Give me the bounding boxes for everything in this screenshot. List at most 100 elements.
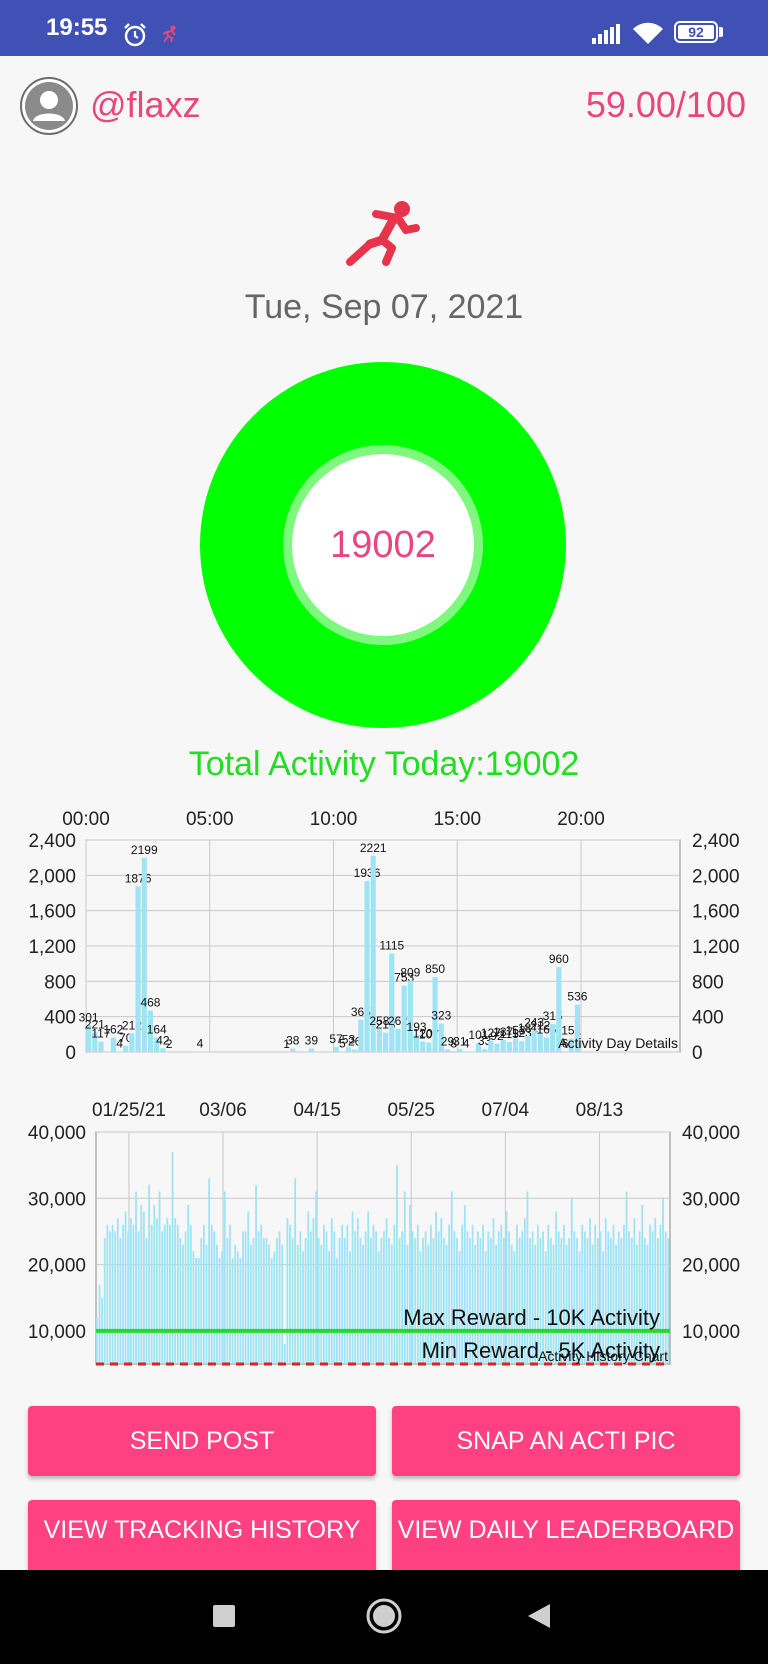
home-circle-icon[interactable] [364,1596,404,1641]
send-post-button[interactable]: SEND POST [28,1406,376,1476]
history-chart-bar [503,1238,505,1364]
history-chart-bar [654,1218,657,1364]
day-chart-bar [345,1047,352,1052]
day-chart-y-tick-left: 800 [44,972,76,993]
day-chart-data-label: 120 [413,1026,433,1040]
day-chart-data-label: 53 [342,1032,356,1046]
history-chart-bar [429,1224,432,1364]
day-chart-data-label: 809 [400,966,420,980]
day-chart-data-label: 70 [119,1031,133,1045]
history-chart-bar [578,1251,581,1364]
history-chart-bar [633,1218,636,1364]
history-chart-bar [656,1238,659,1364]
navigation-bar [0,1570,768,1664]
day-chart-bar [376,1029,382,1052]
user-avatar-icon[interactable] [20,77,78,135]
history-chart-bar [257,1231,260,1364]
day-chart-y-tick-right: 1,200 [692,937,740,958]
history-chart-bar [299,1231,302,1364]
day-chart-data-label: 127 [481,1026,501,1040]
history-chart-bar [179,1238,182,1364]
history-chart-bar [268,1244,271,1364]
history-chart-bar [607,1231,610,1364]
view-tracking-history-button[interactable]: VIEW TRACKING HISTORY [28,1500,376,1580]
recents-square-icon[interactable] [212,1604,236,1633]
day-chart-data-label: 137 [493,1025,513,1039]
history-chart-bar [296,1244,299,1364]
history-chart-bar [450,1191,453,1364]
view-daily-leaderboard-button[interactable]: VIEW DAILY LEADERBOARD [392,1500,740,1580]
day-chart-data-label: 468 [140,996,160,1010]
day-chart-data-label: 4 [463,1037,470,1051]
history-chart-bar [623,1224,625,1364]
history-chart-bar [664,1231,667,1364]
history-chart-x-tick: 01/25/21 [92,1100,166,1121]
history-chart-bar [367,1211,370,1364]
back-triangle-icon[interactable] [526,1602,552,1635]
history-chart-bar [497,1231,500,1364]
history-chart-bar [200,1238,203,1364]
history-chart-bar [583,1231,586,1364]
day-chart-bar [395,1028,401,1052]
history-chart-bar [516,1224,518,1364]
history-chart-bar [265,1238,268,1364]
day-chart-x-tick: 15:00 [433,809,481,830]
history-chart-bar [487,1231,490,1364]
history-chart-y-tick-right: 10,000 [682,1322,740,1343]
history-chart-bar [325,1231,328,1364]
history-chart-bar [453,1231,456,1364]
history-chart-bar [482,1224,484,1364]
username[interactable]: @flaxz [90,84,201,125]
history-chart-bar [534,1244,537,1364]
history-chart-bar [114,1231,117,1364]
history-chart-bar [484,1251,487,1364]
history-chart-bar [443,1238,445,1364]
day-chart-data-label: 8 [450,1036,457,1050]
history-chart-bar [469,1238,471,1364]
history-chart-bar [372,1224,375,1364]
history-chart-bar [317,1238,320,1364]
history-chart-bar [346,1224,349,1364]
day-chart-y-tick-right: 2,400 [692,831,740,852]
history-chart-bar [262,1238,265,1364]
day-chart-data-label: 1936 [354,866,381,880]
history-chart-bar [377,1251,380,1364]
history-chart-bar [161,1231,164,1364]
history-chart-bar [406,1244,409,1364]
history-chart-bar [166,1218,169,1364]
history-chart-bar [187,1204,190,1364]
history-chart-bar [416,1224,419,1364]
day-chart-bar [574,1004,580,1052]
day-chart-bar [537,1033,543,1052]
activity-date[interactable]: Tue, Sep 07, 2021 [244,288,524,326]
day-chart-bar [525,1036,531,1052]
history-chart-bar [612,1224,615,1364]
history-chart-x-tick: 07/04 [482,1100,530,1121]
day-chart-x-tick: 05:00 [186,809,234,830]
history-chart-y-tick-left: 40,000 [28,1123,86,1144]
history-chart-bar [210,1224,213,1364]
history-chart-bar [620,1238,623,1364]
day-chart-data-label: 4 [116,1037,123,1051]
history-chart-bar [479,1238,482,1364]
snap-pic-button[interactable]: SNAP AN ACTI PIC [392,1406,740,1476]
history-chart-bar [513,1251,516,1364]
history-chart-bar [221,1251,224,1364]
day-chart-y-tick-left: 1,200 [28,937,76,958]
history-chart-bar [492,1218,495,1364]
total-activity-label: Total Activity Today:19002 [188,745,580,783]
day-chart-x-tick: 00:00 [62,809,110,830]
history-chart-bar [526,1191,529,1364]
history-chart-bar [617,1231,620,1364]
history-chart-bar [231,1257,234,1364]
history-chart-bar [576,1238,578,1364]
day-chart-bar [438,1023,444,1052]
day-chart-bar [457,1049,463,1052]
history-chart-bar [560,1238,563,1364]
day-chart-data-label: 960 [549,952,569,966]
day-chart-bar [550,1024,556,1052]
history-chart-bar [646,1244,649,1364]
history-chart-bar [98,1284,101,1364]
history-chart-bar [226,1238,229,1364]
running-notification-icon [160,24,180,49]
